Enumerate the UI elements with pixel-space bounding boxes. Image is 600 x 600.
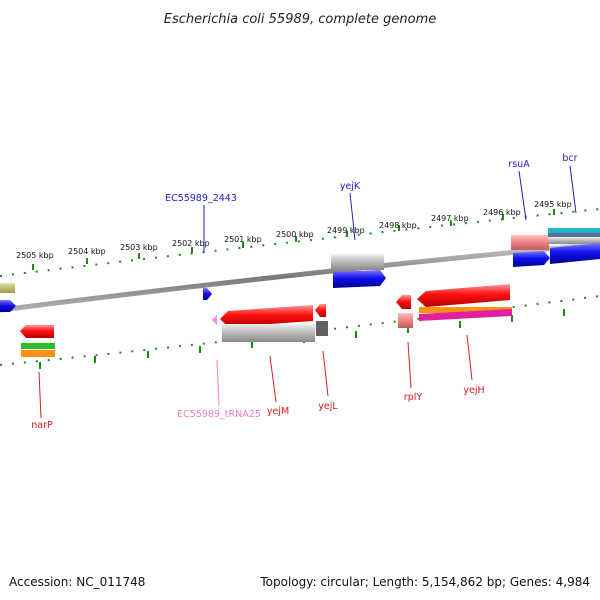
upper-tick-track — [0, 208, 600, 277]
leader-yejh — [466, 334, 473, 381]
gene-label-ec55989-trna25: EC55989_tRNA25 — [177, 409, 261, 420]
genome-backbone — [0, 241, 600, 313]
feature-green-narp — [21, 343, 55, 349]
feature-cds-narp — [20, 325, 54, 338]
feature-cds-yejl — [315, 304, 326, 317]
gene-label-yejl: yejL — [318, 401, 338, 412]
feature-cds-yejk — [333, 270, 386, 288]
feature-trna-ec55989-trna25 — [212, 315, 217, 325]
feature-slate-bcr — [548, 233, 600, 237]
tick-label: 2502 kbp — [172, 239, 210, 248]
leader-yejm — [269, 355, 277, 403]
gene-label-yejh: yejH — [463, 385, 484, 396]
feature-orange-yejh — [419, 307, 512, 313]
tick-label: 2504 kbp — [68, 247, 106, 256]
tick-label: 2501 kbp — [224, 235, 262, 244]
feature-cds-rply — [396, 295, 411, 309]
feature-orange-narp — [21, 350, 55, 357]
feature-cds-yejh — [417, 284, 510, 307]
feature-darkgrey-yejl — [316, 321, 328, 336]
leader-yejk — [349, 192, 356, 241]
tick-label: 2499 kbp — [327, 226, 365, 235]
leader-rsua — [518, 170, 527, 221]
accession-text: Accession: NC_011748 — [9, 575, 145, 589]
feature-grey-yejk — [331, 254, 384, 270]
leader-bcr — [569, 165, 577, 214]
leader-rply — [407, 341, 412, 389]
leader-narp — [38, 371, 42, 419]
feature-salmon-rsua — [511, 235, 549, 250]
feature-olive-left — [0, 283, 15, 293]
tick-label: 2500 kbp — [276, 230, 314, 239]
gene-label-bcr: bcr — [562, 153, 577, 164]
upper-major-ticks — [32, 209, 555, 270]
feature-cds-yejm — [220, 305, 313, 327]
tick-labels: 2505 kbp 2504 kbp 2503 kbp 2502 kbp 2501… — [16, 200, 572, 260]
tick-label: 2505 kbp — [16, 251, 54, 260]
feature-grey-yejm — [222, 324, 315, 342]
upper-tick-baseline — [0, 208, 600, 277]
gene-label-yejk: yejK — [340, 181, 361, 192]
feature-grey-bcr — [548, 237, 600, 244]
map-title: Escherichia coli 55989, complete genome — [164, 12, 436, 27]
gene-label-ec55989-2443: EC55989_2443 — [165, 193, 237, 204]
tick-label: 2498 kbp — [379, 221, 417, 230]
forward-features — [0, 228, 600, 312]
leader-trna25 — [216, 359, 220, 406]
feature-magenta-yejh — [419, 309, 512, 321]
feature-cds-forward-left — [0, 300, 16, 312]
feature-cyan-bcr — [548, 228, 600, 233]
genome-summary-text: Topology: circular; Length: 5,154,862 bp… — [259, 575, 590, 589]
leader-yejl — [322, 350, 329, 397]
feature-salmon-rply — [398, 313, 413, 328]
tick-label: 2503 kbp — [120, 243, 158, 252]
tick-label: 2497 kbp — [431, 214, 469, 223]
tick-label: 2495 kbp — [534, 200, 572, 209]
tick-label: 2496 kbp — [483, 208, 521, 217]
gene-label-narp: narP — [31, 420, 53, 431]
reverse-features — [20, 284, 512, 357]
feature-cds-bcr — [550, 243, 600, 264]
top-gene-labels: EC55989_2443 yejK rsuA bcr — [165, 153, 578, 253]
gene-label-rply: rplY — [404, 392, 423, 403]
bottom-gene-labels: narP EC55989_tRNA25 yejM yejL rplY yejH — [31, 334, 485, 431]
feature-cds-ec55989-2443 — [203, 288, 212, 300]
feature-cds-rsua — [513, 251, 550, 267]
gene-label-yejm: yejM — [267, 406, 289, 417]
gene-label-rsua: rsuA — [508, 159, 530, 170]
